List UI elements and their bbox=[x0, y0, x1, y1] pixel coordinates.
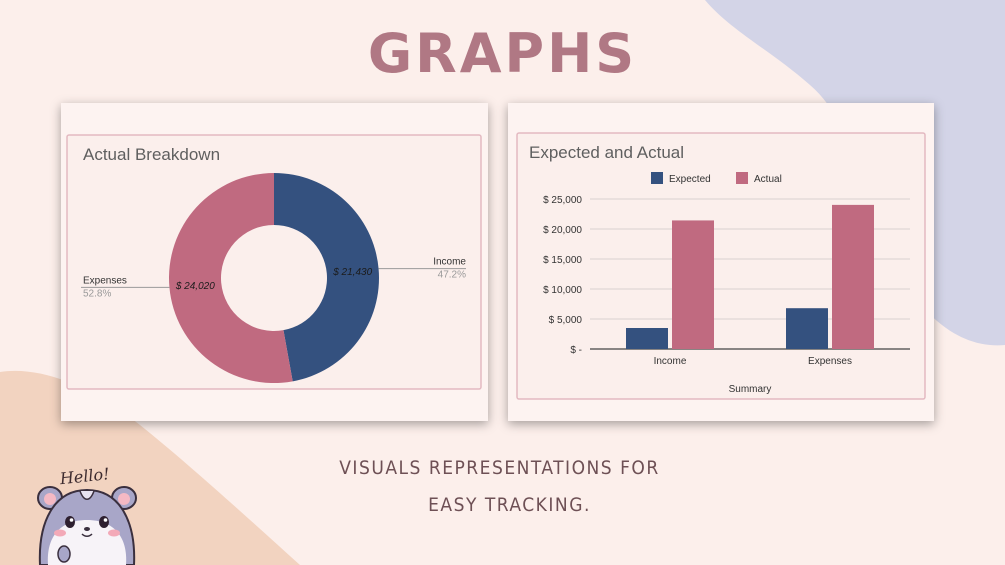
x-tick-label: Expenses bbox=[808, 356, 852, 367]
donut-chart-card: Actual Breakdown $ 21,430 Income 47.2% $ 24,… bbox=[61, 103, 488, 421]
bar-chart-title: Expected and Actual bbox=[529, 143, 684, 162]
y-tick-label: $ 15,000 bbox=[543, 255, 582, 266]
bar-expenses-actual bbox=[832, 205, 874, 349]
bar-income-actual bbox=[672, 220, 714, 349]
bar-chart-card: Expected and Actual Expected Actual $ - $ 5,… bbox=[508, 103, 934, 421]
donut-value-label-income: $ 21,430 bbox=[332, 267, 372, 278]
donut-legend-label-expenses: Expenses bbox=[83, 275, 127, 286]
hamster-illustration: Hello! bbox=[32, 462, 142, 565]
hamster-hello-text: Hello! bbox=[58, 464, 110, 488]
hamster-icon bbox=[38, 487, 136, 565]
y-tick-label: $ 25,000 bbox=[543, 195, 582, 206]
bar-expenses-expected bbox=[786, 308, 828, 349]
donut-value-label-expenses: $ 24,020 bbox=[175, 281, 215, 292]
legend-label-expected: Expected bbox=[669, 174, 711, 185]
donut-legend-percent-expenses: 52.8% bbox=[83, 288, 111, 299]
page-title: GRAPHS bbox=[0, 22, 1005, 85]
caption-line-2: EASY TRACKING. bbox=[7, 494, 1005, 516]
x-tick-label: Income bbox=[654, 356, 687, 367]
legend-label-actual: Actual bbox=[754, 174, 782, 185]
donut-chart: Actual Breakdown $ 21,430 Income 47.2% $ 24,… bbox=[61, 103, 488, 421]
legend-swatch-actual bbox=[736, 172, 748, 184]
bar-income-expected bbox=[626, 328, 668, 349]
legend-swatch-expected bbox=[651, 172, 663, 184]
y-tick-label: $ 20,000 bbox=[543, 225, 582, 236]
y-tick-label: $ 10,000 bbox=[543, 285, 582, 296]
donut-chart-title: Actual Breakdown bbox=[83, 145, 220, 164]
donut-legend-label-income: Income bbox=[433, 257, 466, 268]
donut-legend-percent-income: 47.2% bbox=[438, 270, 466, 281]
y-tick-label: $ 5,000 bbox=[549, 315, 583, 326]
x-axis-label: Summary bbox=[729, 384, 772, 395]
caption-line-1: VISUALS REPRESENTATIONS FOR bbox=[0, 457, 1002, 479]
bar-chart: Expected and Actual Expected Actual $ - $ 5,… bbox=[508, 103, 934, 421]
y-tick-label: $ - bbox=[570, 345, 582, 356]
